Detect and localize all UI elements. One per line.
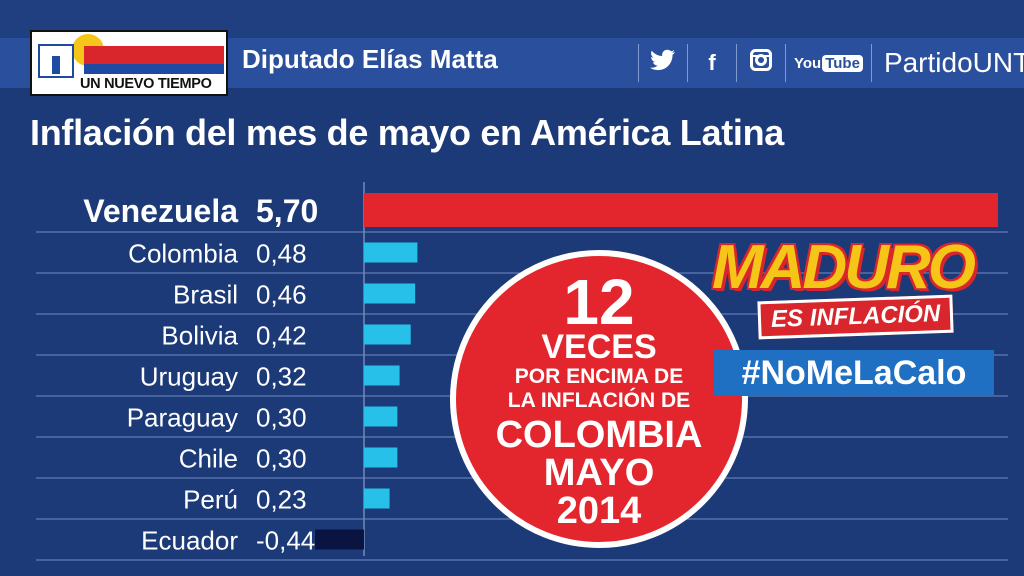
bar-paraguay: [364, 406, 398, 427]
category-label: Uruguay: [140, 362, 238, 392]
facebook-icon[interactable]: f: [708, 50, 716, 75]
value-label: 0,23: [256, 485, 307, 515]
category-label: Ecuador: [141, 526, 238, 556]
twitter-icon[interactable]: [647, 49, 679, 77]
bar-bolivia: [364, 324, 411, 345]
badge-line-year: 2014: [556, 490, 642, 532]
badge-line-encima: POR ENCIMA DE: [514, 365, 684, 388]
value-label: 0,46: [256, 280, 307, 310]
category-label: Perú: [183, 485, 238, 515]
badge-line-mayo: MAYO: [543, 452, 655, 494]
social-links: f You Tube PartidoUNT: [630, 40, 1024, 86]
value-label: 0,42: [256, 321, 307, 351]
campaign-maduro-wordmark: MADURO: [712, 233, 976, 302]
category-label: Chile: [179, 444, 238, 474]
bar-uruguay: [364, 365, 400, 386]
category-label: Paraguay: [127, 403, 238, 433]
campaign-hashtag: #NoMeLaCalo: [714, 350, 994, 396]
value-label: 0,30: [256, 403, 307, 433]
badge-line-colombia: COLOMBIA: [495, 414, 703, 456]
badge-line-veces: VECES: [541, 328, 657, 366]
badge-line-inflacion: LA INFLACIÓN DE: [507, 389, 691, 412]
chart-title: Inflación del mes de mayo en América Lat…: [30, 112, 785, 153]
bar-chile: [364, 447, 398, 468]
campaign-es-inflacion: ES INFLACIÓN: [757, 294, 954, 340]
instagram-icon[interactable]: [745, 49, 777, 77]
bar-venezuela: [364, 193, 998, 227]
bar-perú: [364, 488, 390, 509]
value-label: 0,32: [256, 362, 307, 392]
house-icon: [38, 44, 74, 78]
value-label: 0,30: [256, 444, 307, 474]
category-label: Brasil: [173, 280, 238, 310]
category-label: Bolivia: [161, 321, 238, 351]
value-label: -0,44: [256, 526, 315, 556]
logo-red-stripe: [84, 46, 224, 64]
comparison-badge: 12 VECES POR ENCIMA DE LA INFLACIÓN DE C…: [450, 250, 748, 548]
logo-blue-stripe: [84, 64, 224, 74]
category-label: Venezuela: [83, 193, 238, 229]
party-logo: UN NUEVO TIEMPO: [30, 30, 228, 96]
youtube-icon[interactable]: You Tube: [794, 54, 863, 72]
bar-colombia: [364, 242, 418, 263]
party-handle[interactable]: PartidoUNT: [883, 47, 1024, 78]
badge-number: 12: [563, 266, 635, 338]
deputy-name: Diputado Elías Matta: [242, 44, 498, 74]
logo-text: UN NUEVO TIEMPO: [80, 76, 212, 92]
category-label: Colombia: [128, 239, 238, 269]
bar-ecuador: [315, 529, 364, 550]
bar-brasil: [364, 283, 416, 304]
value-label: 5,70: [256, 193, 318, 229]
value-label: 0,48: [256, 239, 307, 269]
